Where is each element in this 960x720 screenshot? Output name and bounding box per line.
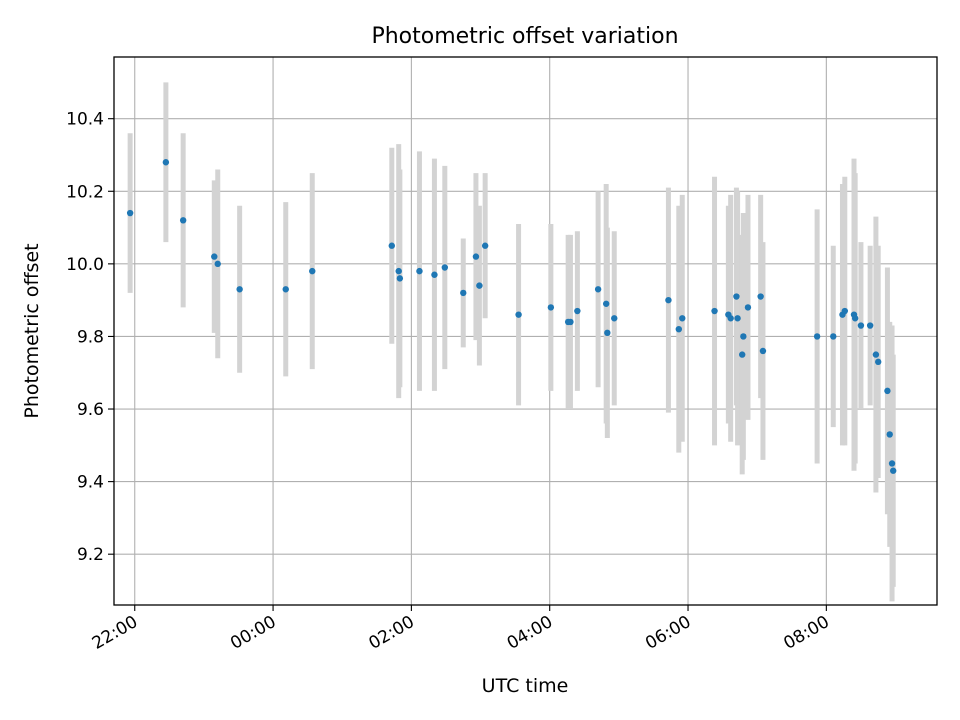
data-point — [727, 315, 734, 322]
y-tick-label: 10.2 — [66, 182, 104, 202]
data-point — [851, 315, 859, 322]
data-point — [665, 296, 672, 304]
data-point — [282, 286, 289, 293]
data-point — [872, 351, 880, 358]
data-points — [126, 159, 897, 474]
y-tick-label: 10.4 — [66, 110, 104, 130]
data-point — [857, 322, 865, 329]
y-tick-label: 10.0 — [66, 255, 104, 275]
data-point — [733, 293, 740, 300]
chart-title: Photometric offset variation — [371, 24, 678, 49]
grid — [114, 57, 937, 605]
y-axis-label: Photometric offset — [21, 243, 43, 418]
data-point — [884, 387, 891, 395]
data-point — [126, 209, 134, 217]
data-point — [759, 347, 767, 355]
data-point — [841, 307, 848, 315]
data-point — [886, 431, 893, 438]
plot-frame — [113, 56, 938, 606]
data-point — [813, 333, 821, 340]
data-point — [567, 318, 574, 326]
data-point — [211, 253, 218, 260]
data-point — [594, 286, 602, 293]
data-point — [744, 304, 752, 311]
data-point — [547, 304, 555, 311]
data-point — [388, 242, 395, 249]
data-point — [179, 217, 187, 224]
data-point — [396, 275, 404, 282]
data-point — [472, 253, 480, 260]
data-point — [309, 267, 316, 275]
data-point — [875, 358, 882, 366]
data-point — [679, 315, 686, 322]
data-point — [740, 333, 747, 340]
data-point — [441, 264, 449, 271]
y-tick-label: 9.6 — [77, 400, 104, 420]
data-point — [611, 315, 618, 322]
data-point — [476, 282, 483, 289]
data-point — [602, 300, 610, 307]
y-tick-label: 9.8 — [77, 327, 104, 347]
data-point — [739, 351, 746, 358]
data-point — [236, 286, 243, 293]
data-point — [888, 460, 896, 467]
data-point — [675, 325, 683, 333]
data-point — [460, 289, 467, 297]
data-point — [574, 307, 581, 315]
y-tick-label: 9.2 — [77, 545, 104, 565]
data-point — [604, 329, 611, 337]
data-point — [431, 271, 438, 278]
data-point — [757, 293, 764, 300]
data-point — [481, 242, 489, 249]
data-point — [395, 267, 402, 275]
data-point — [162, 159, 170, 166]
data-point — [866, 322, 874, 329]
x-axis-label: UTC time — [482, 675, 569, 697]
data-point — [416, 267, 423, 275]
data-point — [889, 467, 897, 474]
data-point — [734, 315, 741, 322]
data-point — [830, 333, 837, 340]
data-point — [214, 260, 221, 268]
data-point — [515, 311, 522, 318]
y-tick-label: 9.4 — [77, 473, 104, 493]
data-point — [711, 307, 718, 315]
